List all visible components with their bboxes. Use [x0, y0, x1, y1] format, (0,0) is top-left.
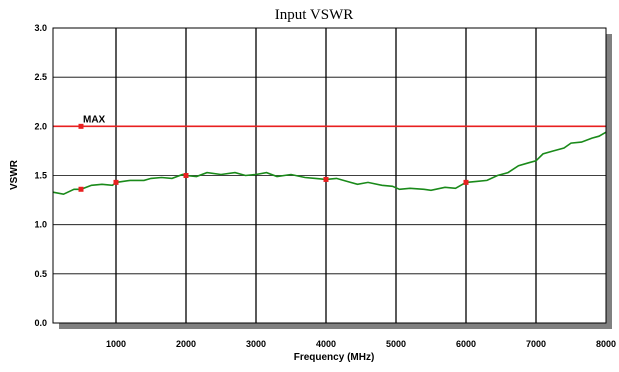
data-marker	[323, 176, 329, 182]
x-tick-label: 4000	[316, 339, 336, 349]
x-tick-label: 2000	[176, 339, 196, 349]
y-tick-label: 2.5	[34, 72, 47, 82]
x-tick-label: 1000	[106, 339, 126, 349]
x-tick-label: 7000	[526, 339, 546, 349]
x-tick-label: 3000	[246, 339, 266, 349]
y-tick-label: 1.5	[34, 171, 47, 181]
chart-title: Input VSWR	[275, 7, 353, 23]
data-marker	[183, 173, 189, 178]
y-tick-label: 1.0	[34, 220, 47, 230]
y-tick-label: 0.0	[34, 318, 47, 328]
x-axis-label: Frequency (MHz)	[294, 352, 375, 363]
max-annotation: MAX	[83, 114, 106, 125]
vswr-series-line	[52, 131, 607, 196]
data-marker	[78, 186, 84, 192]
x-tick-label: 5000	[386, 339, 406, 349]
plot-border	[52, 27, 607, 324]
y-tick-label: 3.0	[34, 23, 47, 33]
y-axis-label: VSWR	[9, 159, 20, 190]
max-marker	[78, 123, 84, 129]
x-tick-label: 8000	[596, 339, 616, 349]
data-marker	[463, 179, 469, 185]
y-tick-label: 0.5	[34, 269, 47, 279]
y-tick-label: 2.0	[34, 121, 47, 131]
x-tick-label: 6000	[456, 339, 476, 349]
data-marker	[113, 179, 119, 185]
